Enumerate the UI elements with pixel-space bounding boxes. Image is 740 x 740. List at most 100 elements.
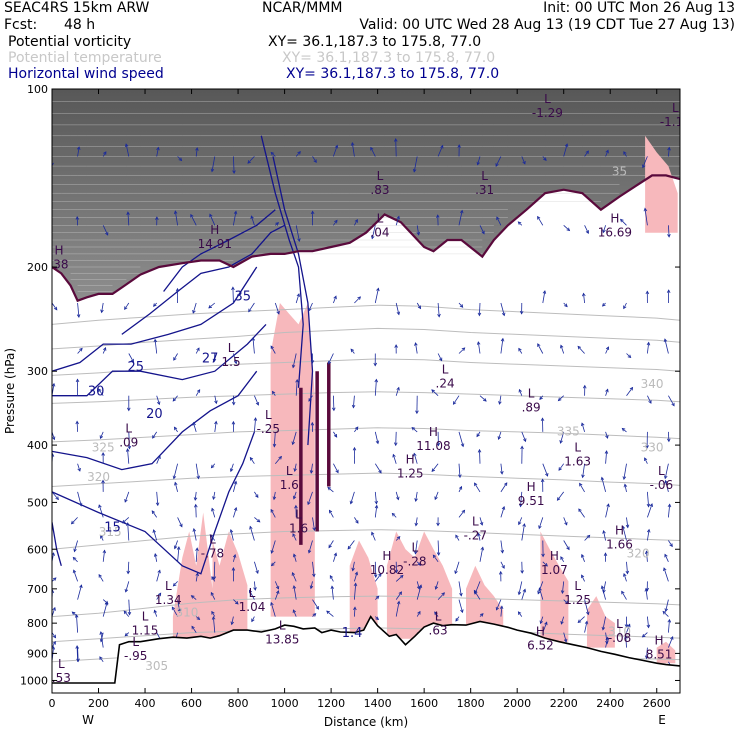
y-tick-label: 1000 — [20, 674, 48, 687]
wind-vector-head — [350, 141, 355, 146]
wind-vector — [581, 422, 585, 433]
y-axis-title: Pressure (hPa) — [3, 348, 17, 434]
wind-vector-head — [101, 479, 105, 484]
wind-vector-head — [477, 532, 481, 537]
x-tick-label: 0 — [49, 697, 56, 710]
wind-vector-head — [329, 574, 334, 579]
wind-vector — [458, 581, 462, 596]
pv-extremum: L1.15 — [132, 609, 159, 637]
wind-vector-head — [270, 601, 274, 606]
wind-vector-head — [498, 401, 502, 405]
wind-vector — [479, 302, 481, 316]
wind-vector — [233, 507, 237, 518]
wind-vector — [310, 463, 313, 474]
wind-vector-head — [394, 569, 399, 574]
y-tick-label: 200 — [27, 261, 48, 274]
wind-vector-head — [627, 354, 632, 359]
wind-vector-head — [52, 606, 56, 611]
wind-vector — [270, 152, 276, 157]
wind-vector — [128, 431, 130, 449]
wind-vector-head — [517, 221, 522, 225]
wind-vector-head — [483, 398, 487, 402]
wind-vector-head — [371, 235, 375, 240]
pv-extremum-type: L — [265, 408, 272, 422]
wind-vector — [582, 463, 585, 478]
wind-vector — [125, 581, 130, 593]
wind-vector — [668, 225, 670, 237]
wind-vector — [77, 302, 80, 318]
wind-vector — [210, 592, 216, 600]
wind-vector-head — [542, 290, 547, 294]
wind-vector — [102, 151, 107, 157]
wind-vector — [458, 302, 464, 308]
wind-vector-head — [292, 609, 297, 614]
wind-vector — [601, 585, 606, 600]
wind-vector — [73, 557, 78, 563]
wind-vector — [437, 145, 444, 157]
wind-vector-head — [79, 347, 83, 352]
wind-vector-head — [544, 621, 548, 626]
y-tick-label: 400 — [27, 439, 48, 452]
wind-vector — [177, 156, 182, 161]
wind-vector-head — [586, 534, 591, 539]
wind-vector — [537, 581, 544, 594]
wind-vector-head — [434, 611, 438, 616]
pv-extremum-value: -.06 — [650, 478, 673, 492]
pv-extremum-value: .53 — [52, 671, 71, 685]
pv-extremum-value: 1.6 — [280, 478, 299, 492]
wind-vector-head — [270, 151, 275, 156]
wind-vector — [646, 551, 648, 562]
wind-vector-head — [504, 482, 508, 486]
pv-extremum-type: L — [658, 464, 665, 478]
pv-extremum-value: .09 — [119, 436, 138, 450]
wind-vector — [172, 395, 178, 402]
wind-vector — [500, 302, 505, 316]
wind-vector — [124, 491, 130, 503]
wind-vector-head — [560, 344, 564, 349]
wind-vector-head — [606, 503, 610, 508]
pv-extremum-type: L — [377, 169, 384, 183]
wind-vector-head — [452, 401, 457, 405]
wind-vector-head — [537, 343, 541, 347]
wind-vector-head — [370, 146, 374, 151]
wind-vector-head — [518, 388, 522, 393]
wind-vector-head — [414, 522, 419, 527]
wind-vector-head — [153, 553, 158, 557]
wind-vector — [416, 302, 421, 309]
wind-vector — [249, 457, 255, 464]
wind-vector — [477, 341, 481, 354]
pv-extremum: L.24 — [436, 363, 455, 391]
pv-extremum: L.63 — [429, 609, 448, 637]
wind-vector — [295, 379, 298, 396]
wind-vector — [500, 506, 505, 518]
wind-vector — [519, 389, 523, 396]
wind-vector-head — [543, 157, 547, 162]
wind-vector — [76, 421, 78, 432]
wind-vector-head — [175, 287, 180, 292]
field-name-pv: Potential vorticity — [8, 34, 131, 50]
wind-vector-head — [270, 562, 275, 567]
plot-frame — [51, 88, 681, 694]
wind-speed-contour — [121, 224, 285, 335]
wind-vector-head — [662, 610, 667, 615]
wind-vector — [354, 607, 356, 617]
wind-vector-head — [157, 569, 161, 574]
wind-vector — [214, 395, 217, 404]
wind-vector-head — [272, 443, 277, 448]
wind-vector-head — [196, 616, 201, 621]
wind-vector — [274, 456, 282, 464]
wind-vector-head — [173, 545, 178, 550]
wind-vector — [562, 581, 565, 594]
wind-vector-head — [559, 440, 563, 444]
theta-label: 325 — [92, 440, 115, 454]
wind-vector-head — [255, 494, 259, 498]
wind-vector-head — [272, 496, 277, 501]
wind-vector-head — [71, 611, 76, 616]
wind-vector-head — [152, 529, 156, 533]
chart-header: SEAC4RS 15km ARW NCAR/MMM Init: 00 UTC M… — [4, 0, 735, 82]
wind-vector-head — [231, 286, 235, 291]
wind-vector-head — [196, 347, 200, 352]
wind-vector — [293, 585, 297, 600]
wind-vector — [374, 379, 377, 396]
pv-extremum: H.38 — [52, 244, 69, 272]
